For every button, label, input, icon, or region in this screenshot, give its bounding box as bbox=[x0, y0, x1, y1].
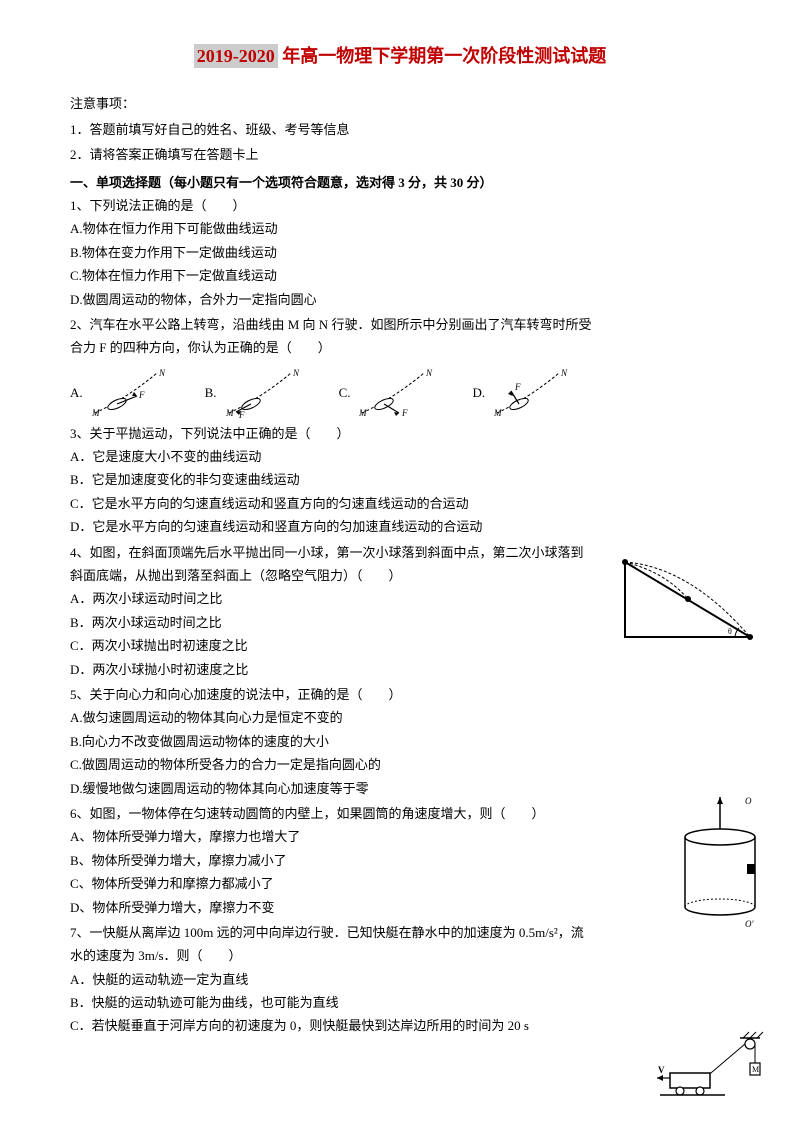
q3-option-d: D．它是水平方向的匀速直线运动和竖直方向的匀加速直线运动的合运动 bbox=[70, 515, 730, 538]
svg-text:M: M bbox=[91, 408, 100, 418]
q1-option-b: B.物体在变力作用下一定做曲线运动 bbox=[70, 241, 730, 264]
q6-cylinder-diagram: O O' bbox=[675, 792, 765, 932]
q5-option-a: A.做匀速圆周运动的物体其向心力是恒定不变的 bbox=[70, 706, 730, 729]
q3-option-c: C．它是水平方向的匀速直线运动和竖直方向的匀速直线运动的合运动 bbox=[70, 492, 730, 515]
svg-text:N: N bbox=[425, 368, 433, 378]
q2-opt-a-group: A. M N F bbox=[70, 368, 187, 418]
q5-option-d: D.缓慢地做匀速圆周运动的物体其向心加速度等于零 bbox=[70, 777, 730, 800]
q2-opt-b-label: B. bbox=[205, 381, 217, 404]
svg-text:N: N bbox=[158, 368, 166, 378]
svg-text:M: M bbox=[493, 408, 502, 418]
q6-option-b: B、物体所受弹力增大，摩擦力减小了 bbox=[70, 849, 730, 872]
q2-opt-d-label: D. bbox=[472, 381, 485, 404]
svg-text:F: F bbox=[401, 408, 408, 418]
q2-diagram-c: M N F bbox=[354, 368, 454, 418]
q1-option-c: C.物体在恒力作用下一定做直线运动 bbox=[70, 264, 730, 287]
q5-option-c: C.做圆周运动的物体所受各力的合力一定是指向圆心的 bbox=[70, 753, 730, 776]
question-2: 2、汽车在水平公路上转弯，沿曲线由 M 向 N 行驶．如图所示中分别画出了汽车转… bbox=[70, 313, 730, 418]
q2-diagram-d: M N F bbox=[489, 368, 589, 418]
notice-header: 注意事项： bbox=[70, 92, 730, 115]
svg-text:M: M bbox=[225, 408, 234, 418]
q2-options-row: A. M N F B. M N F C. bbox=[70, 368, 730, 418]
svg-text:F: F bbox=[138, 390, 145, 400]
q5-option-b: B.向心力不改变做圆周运动物体的速度的大小 bbox=[70, 730, 730, 753]
svg-text:M: M bbox=[752, 1065, 759, 1074]
question-3: 3、关于平抛运动，下列说法中正确的是（ ） A．它是速度大小不变的曲线运动 B．… bbox=[70, 422, 730, 539]
q7-cart-diagram: M V bbox=[655, 1028, 765, 1108]
q1-text: 1、下列说法正确的是（ ） bbox=[70, 194, 730, 217]
q7-text-2: 水的速度为 3m/s．则（ ） bbox=[70, 944, 730, 967]
q1-option-a: A.物体在恒力作用下可能做曲线运动 bbox=[70, 217, 730, 240]
q2-opt-a-label: A. bbox=[70, 381, 83, 404]
svg-text:F: F bbox=[514, 382, 521, 392]
label-V: V bbox=[658, 1065, 665, 1075]
label-O-prime: O' bbox=[745, 919, 754, 929]
q4-option-d: D．两次小球抛小时初速度之比 bbox=[70, 658, 730, 681]
q3-text: 3、关于平抛运动，下列说法中正确的是（ ） bbox=[70, 422, 730, 445]
section-1-header: 一、单项选择题（每小题只有一个选项符合题意，选对得 3 分，共 30 分） bbox=[70, 171, 730, 194]
label-O: O bbox=[745, 796, 752, 806]
q6-option-d: D、物体所受弹力增大，摩擦力不变 bbox=[70, 896, 730, 919]
q2-text-2: 合力 F 的四种方向，你认为正确的是（ ） bbox=[70, 336, 730, 359]
question-5: 5、关于向心力和向心加速度的说法中，正确的是（ ） A.做匀速圆周运动的物体其向… bbox=[70, 683, 730, 800]
q6-option-c: C、物体所受弹力和摩擦力都减小了 bbox=[70, 872, 730, 895]
svg-text:M: M bbox=[358, 408, 367, 418]
q2-opt-b-group: B. M N F bbox=[205, 368, 321, 418]
question-4: 4、如图，在斜面顶端先后水平抛出同一小球，第一次小球落到斜面中点，第二次小球落到… bbox=[70, 541, 730, 681]
question-6: 6、如图，一物体停在匀速转动圆筒的内壁上，如果圆筒的角速度增大，则（ ） A、物… bbox=[70, 802, 730, 919]
q5-text: 5、关于向心力和向心加速度的说法中，正确的是（ ） bbox=[70, 683, 730, 706]
title-highlight: 2019-2020 bbox=[194, 44, 278, 68]
q7-option-a: A．快艇的运动轨迹一定为直线 bbox=[70, 968, 730, 991]
svg-text:F: F bbox=[238, 410, 245, 418]
q6-text: 6、如图，一物体停在匀速转动圆筒的内壁上，如果圆筒的角速度增大，则（ ） bbox=[70, 802, 730, 825]
svg-text:N: N bbox=[292, 368, 300, 378]
q2-diagram-a: M N F bbox=[87, 368, 187, 418]
q7-option-b: B．快艇的运动轨迹可能为曲线，也可能为直线 bbox=[70, 991, 730, 1014]
document-title: 2019-2020 年高一物理下学期第一次阶段性测试试题 bbox=[70, 40, 730, 72]
svg-text:N: N bbox=[560, 368, 568, 378]
q7-text-1: 7、一快艇从离岸边 100m 远的河中向岸边行驶．已知快艇在静水中的加速度为 0… bbox=[70, 921, 730, 944]
q2-diagram-b: M N F bbox=[221, 368, 321, 418]
title-rest: 年高一物理下学期第一次阶段性测试试题 bbox=[278, 46, 607, 66]
q4-incline-diagram: θ bbox=[620, 557, 760, 642]
q7-option-c: C．若快艇垂直于河岸方向的初速度为 0，则快艇最快到达岸边所用的时间为 20 s bbox=[70, 1014, 730, 1037]
q3-option-a: A．它是速度大小不变的曲线运动 bbox=[70, 445, 730, 468]
q2-opt-c-label: C. bbox=[339, 381, 351, 404]
svg-text:θ: θ bbox=[728, 627, 732, 636]
q6-option-a: A、物体所受弹力增大，摩擦力也增大了 bbox=[70, 825, 730, 848]
notice-line-1: 1．答题前填写好自己的姓名、班级、考号等信息 bbox=[70, 118, 730, 141]
q1-option-d: D.做圆周运动的物体，合外力一定指向圆心 bbox=[70, 288, 730, 311]
q2-text-1: 2、汽车在水平公路上转弯，沿曲线由 M 向 N 行驶．如图所示中分别画出了汽车转… bbox=[70, 313, 730, 336]
q2-opt-c-group: C. M N F bbox=[339, 368, 455, 418]
q3-option-b: B．它是加速度变化的非匀变速曲线运动 bbox=[70, 468, 730, 491]
question-1: 1、下列说法正确的是（ ） A.物体在恒力作用下可能做曲线运动 B.物体在变力作… bbox=[70, 194, 730, 311]
notice-line-2: 2．请将答案正确填写在答题卡上 bbox=[70, 143, 730, 166]
question-7: 7、一快艇从离岸边 100m 远的河中向岸边行驶．已知快艇在静水中的加速度为 0… bbox=[70, 921, 730, 1038]
q2-opt-d-group: D. M N F bbox=[472, 368, 589, 418]
